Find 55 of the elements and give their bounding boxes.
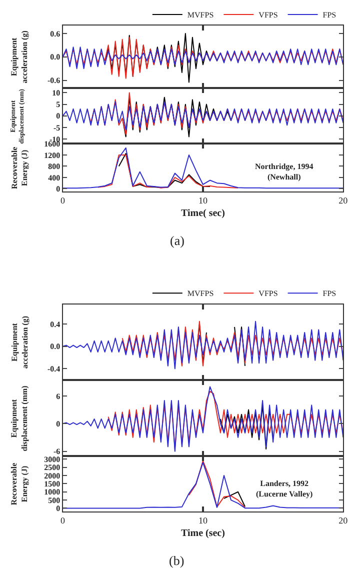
line-series [62, 147, 344, 189]
y-tick-label: 1500 [44, 480, 60, 488]
y-tick-label: 1200 [44, 150, 60, 160]
line-series [62, 320, 344, 370]
legend-label: FPS [322, 10, 336, 20]
y-axis-title: Recoverable Energy (J) [10, 462, 30, 506]
y-tick-label: 2500 [44, 463, 60, 472]
line-series [62, 386, 344, 452]
y-tick-label: 0 [56, 419, 60, 428]
line-series [224, 491, 246, 508]
y-tick-label: 0 [56, 504, 60, 514]
x-axis-title: Time (sec) [180, 528, 225, 539]
y-tick-label: 400 [48, 173, 60, 182]
y-tick-label: 3000 [44, 454, 60, 464]
legend-label: MVFPS [187, 289, 214, 298]
x-axis-title: Time( sec) [180, 208, 225, 219]
text: (a) [170, 233, 184, 248]
x-tick-label: 10 [198, 195, 208, 206]
y-tick-label: 6 [56, 392, 60, 401]
x-tick-label: 10 [198, 515, 208, 526]
y-tick-label: 0.6 [50, 29, 60, 38]
legend-label: FPS [322, 289, 336, 298]
y-tick-label: 0.0 [50, 52, 60, 62]
y-axis-title: Equipment displacement (mm) [10, 385, 29, 452]
x-tick-label: 20 [338, 195, 348, 206]
line-series [122, 320, 344, 366]
y-axis-title: Equipment acceleration (g) [10, 316, 30, 369]
line-series [62, 46, 344, 70]
y-tick-label: 0.0 [50, 342, 60, 352]
y-tick-label: 0 [56, 112, 60, 121]
y-axis-title: Recoverable Energy (J) [10, 146, 30, 189]
y-tick-label: 1600 [44, 140, 60, 149]
y-tick-label: 0 [56, 184, 60, 194]
x-tick-label: 20 [338, 515, 348, 526]
y-tick-label: -0.4 [48, 364, 60, 374]
y-tick-label: 0.4 [50, 320, 60, 329]
annotation: Northridge, 1994 (Newhall) [255, 162, 314, 182]
y-tick-label: -6 [54, 447, 60, 456]
y-tick-label: 5 [56, 100, 60, 110]
y-tick-label: 500 [48, 496, 60, 505]
y-tick-label: 2000 [44, 471, 60, 480]
legend-label: VFPS [258, 10, 278, 20]
y-tick-label: 800 [48, 162, 60, 172]
legend-label: MVFPS [187, 10, 214, 20]
y-tick-label: -0.6 [48, 76, 60, 86]
line-series [188, 460, 246, 508]
line-series [62, 102, 344, 130]
y-axis-title: Equipment acceleration (g) [10, 30, 29, 84]
y-tick-label: 1000 [44, 488, 60, 497]
legend-label: VFPS [258, 289, 278, 298]
y-tick-label: -5 [54, 123, 60, 132]
annotation: Landers, 1992 (Lucerne Valley) [256, 479, 313, 498]
y-tick-label: 10 [52, 88, 60, 98]
text: (b) [169, 553, 184, 568]
line-series [97, 154, 239, 188]
